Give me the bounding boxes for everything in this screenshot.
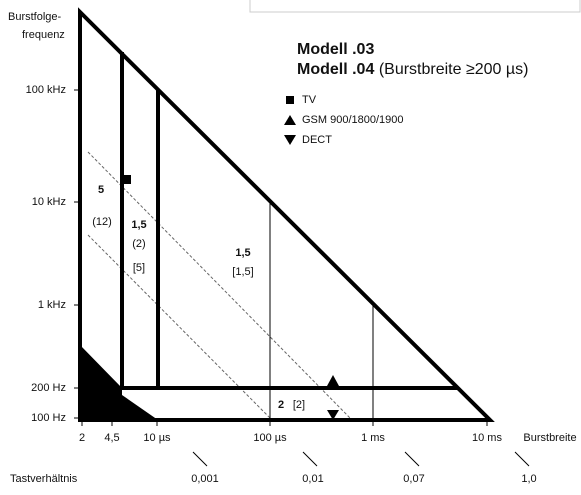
boundary bbox=[120, 52, 458, 390]
region-label: 1,5 bbox=[131, 219, 146, 231]
region-label: 1,5 bbox=[235, 247, 250, 259]
region-label: 2 bbox=[278, 399, 284, 411]
legend-label: DECT bbox=[302, 134, 332, 146]
y-tick-label: 100 kHz bbox=[26, 84, 66, 96]
outer-triangle bbox=[78, 7, 495, 422]
duty-tick-label: 0,07 bbox=[403, 473, 424, 485]
y-tick-label: 10 kHz bbox=[32, 196, 66, 208]
title: Modell .04 (Burstbreite ≥200 µs) bbox=[297, 61, 528, 78]
filled-region bbox=[80, 345, 158, 420]
dect-marker bbox=[327, 410, 339, 420]
x-tick-label: 10 ms bbox=[472, 432, 502, 444]
x-tick-label: 4,5 bbox=[104, 432, 119, 444]
duty-tick-label: 0,001 bbox=[191, 473, 219, 485]
y-tick-label: 100 Hz bbox=[31, 412, 66, 424]
x-tick-label: 100 µs bbox=[253, 432, 287, 444]
x-tick-label: 1 ms bbox=[361, 432, 385, 444]
region-label: 5 bbox=[98, 184, 104, 196]
dashed-line bbox=[87, 151, 353, 421]
top-box bbox=[249, 0, 581, 13]
gsm-marker bbox=[327, 375, 339, 386]
legend-label: GSM 900/1800/1900 bbox=[302, 114, 404, 126]
y-tick-label: 1 kHz bbox=[38, 299, 66, 311]
y-axis-label: Burstfolge- bbox=[8, 11, 62, 23]
x-axis-label: Burstbreite bbox=[523, 432, 576, 444]
duty-axis-label: Tastverhältnis bbox=[10, 473, 78, 485]
tv-marker bbox=[123, 175, 131, 184]
region-label: [1,5] bbox=[232, 266, 253, 278]
region-label: [5] bbox=[133, 262, 145, 274]
x-tick-label: 10 µs bbox=[143, 432, 171, 444]
region-label: [2] bbox=[293, 399, 305, 411]
region-label: (12) bbox=[92, 216, 112, 228]
duty-tick-label: 0,01 bbox=[302, 473, 323, 485]
legend-symbol bbox=[284, 135, 296, 145]
legend-symbol bbox=[284, 115, 296, 125]
title-bold: Modell .04 bbox=[297, 61, 374, 78]
legend-label: TV bbox=[302, 94, 317, 106]
legend-symbol bbox=[286, 96, 294, 104]
duty-tick-label: 1,0 bbox=[521, 473, 536, 485]
x-tick-label: 2 bbox=[79, 432, 85, 444]
region-label: (2) bbox=[132, 238, 145, 250]
title-rest: (Burstbreite ≥200 µs) bbox=[379, 61, 529, 78]
y-axis-label: frequenz bbox=[22, 29, 65, 41]
title: Modell .03 bbox=[297, 41, 374, 58]
y-tick-label: 200 Hz bbox=[31, 382, 66, 394]
